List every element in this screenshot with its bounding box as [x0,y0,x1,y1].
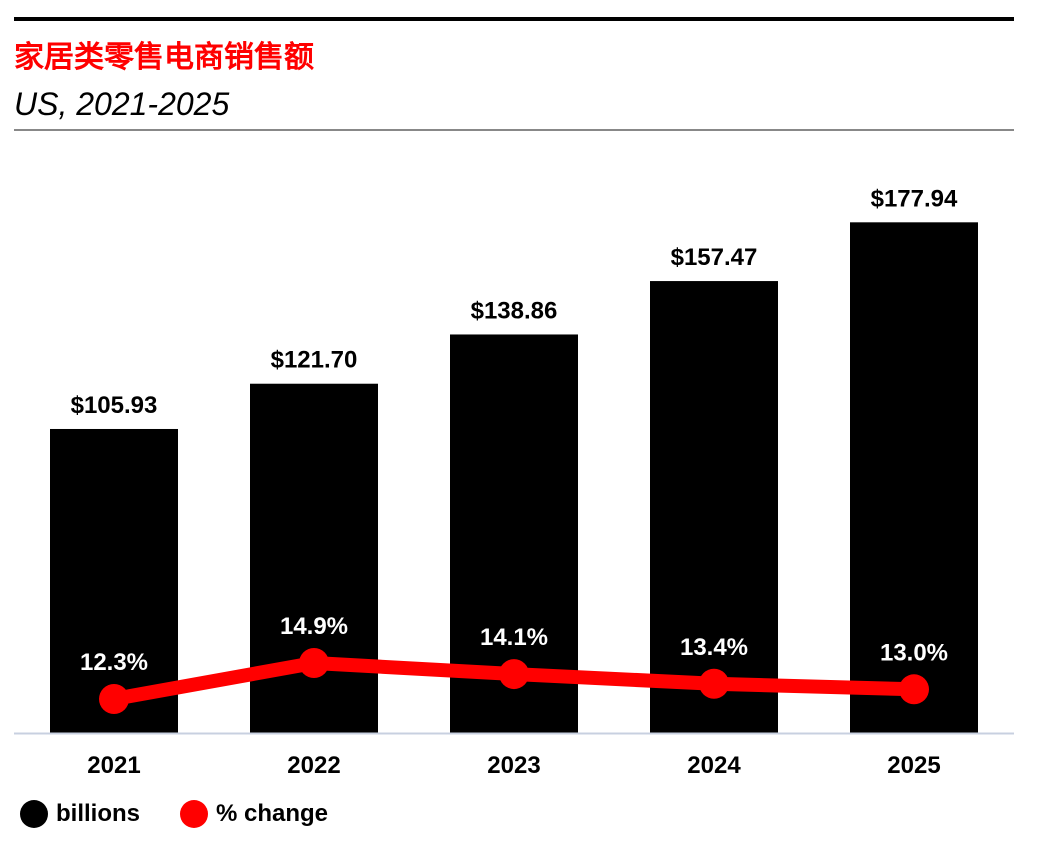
x-tick-label: 2022 [287,752,340,779]
legend-item-billions: billions [20,800,140,828]
legend-item-change: % change [180,800,328,828]
change-value-label: 14.1% [480,624,548,651]
legend-label: billions [56,800,140,827]
change-value-label: 13.0% [880,639,948,666]
x-tick-label: 2024 [687,752,741,779]
change-value-label: 14.9% [280,613,348,640]
bar [850,222,978,733]
bar [650,281,778,733]
x-tick-label: 2023 [487,752,540,779]
x-tick-label: 2025 [887,752,940,779]
legend: billions % change [20,800,328,828]
bar [50,428,178,733]
bar-value-label: $177.94 [871,185,958,212]
subtitle-rule [14,129,1014,131]
bar-value-label: $121.70 [271,347,358,374]
bar-value-label: $105.93 [71,392,158,419]
bar-value-label: $138.86 [471,297,558,324]
legend-swatch-change [180,800,208,828]
change-point [699,668,729,699]
bar [250,383,378,733]
legend-swatch-billions [20,800,48,828]
change-value-label: 13.4% [680,634,748,661]
change-value-label: 12.3% [80,649,148,676]
legend-label: % change [216,800,329,827]
change-point [499,659,529,690]
change-point [99,684,129,714]
top-rule [14,17,1014,21]
change-point [899,674,929,705]
change-point [299,647,329,678]
chart-subtitle: US, 2021-2025 [14,86,230,122]
bar-value-label: $157.47 [671,244,758,271]
x-tick-label: 2021 [87,752,140,779]
chart-title: 家居类零售电商销售额 [14,40,314,75]
